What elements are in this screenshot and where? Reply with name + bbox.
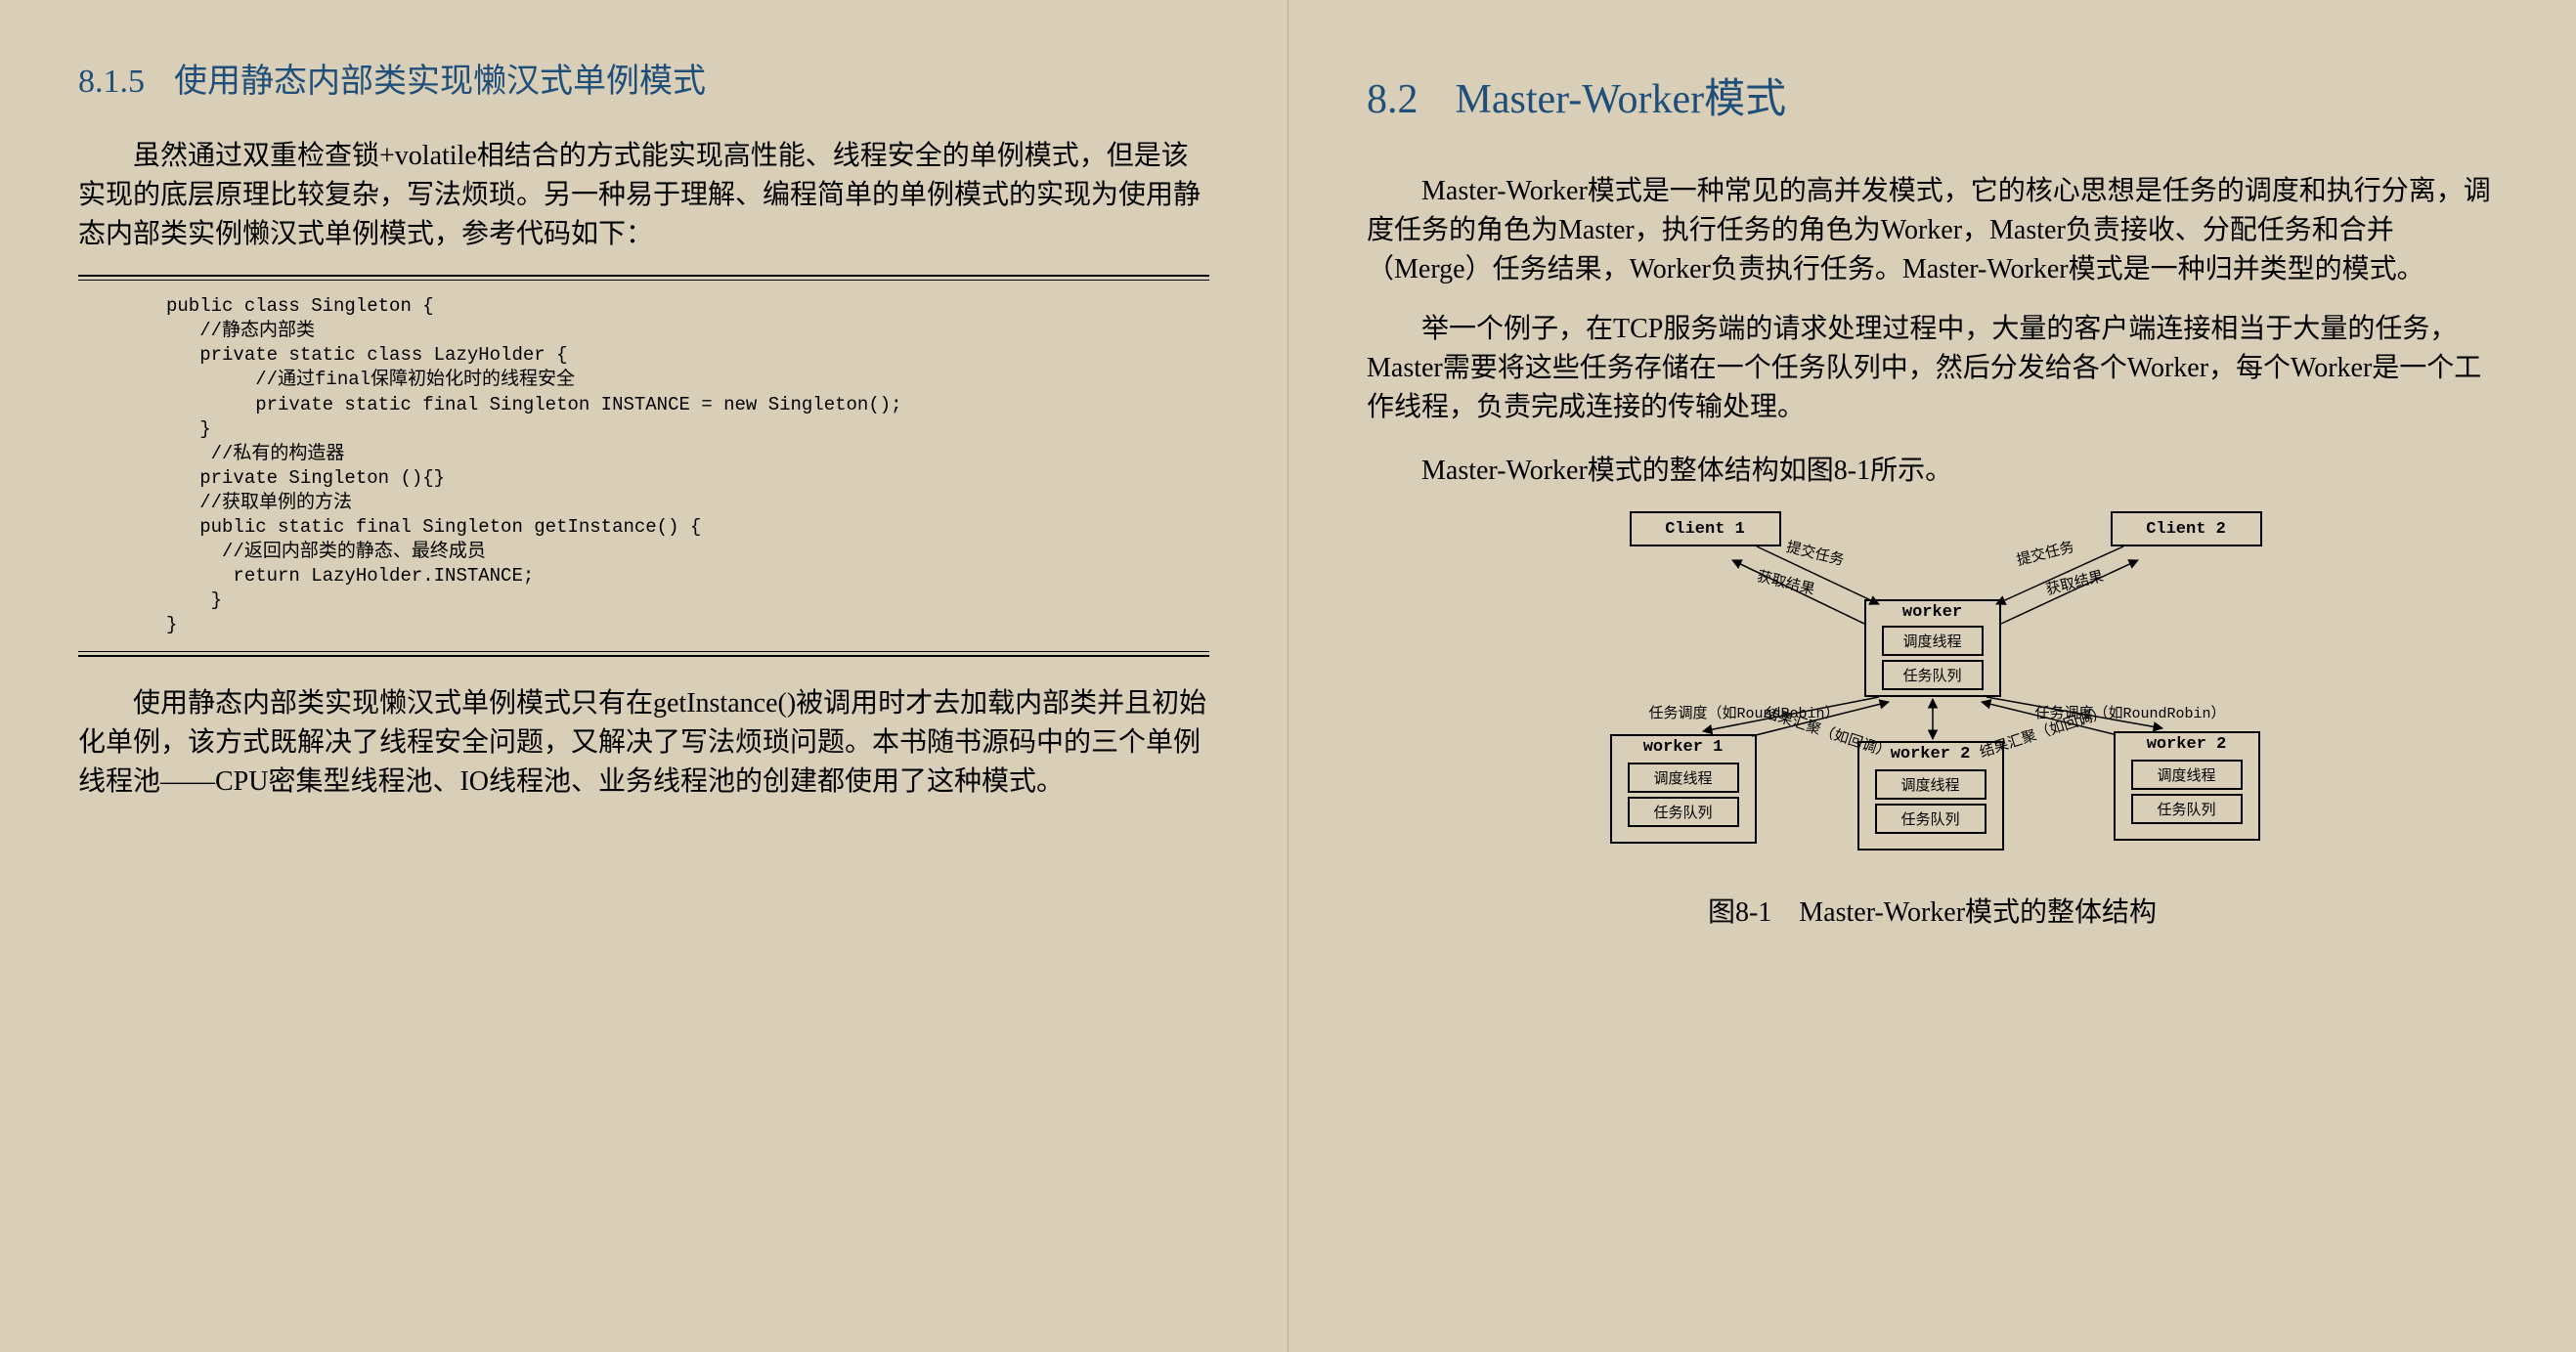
section-heading-815: 8.1.5 使用静态内部类实现懒汉式单例模式 — [78, 54, 1209, 102]
master-row-dispatch: 调度线程 — [1882, 626, 1984, 656]
right-page: 8.2 Master-Worker模式 Master-Worker模式是一种常见的… — [1288, 0, 2576, 1352]
master-box: worker 调度线程 任务队列 — [1864, 599, 2001, 697]
worker-1-row1: 调度线程 — [1628, 763, 1739, 793]
figure-8-1: Client 1 Client 2 worker 调度线程 任务队列 worke… — [1595, 511, 2270, 863]
master-row-queue: 任务队列 — [1882, 660, 1984, 690]
paragraph-r1: Master-Worker模式是一种常见的高并发模式，它的核心思想是任务的调度和… — [1367, 172, 2498, 288]
worker-3-row1: 调度线程 — [2131, 760, 2243, 790]
section-heading-82: 8.2 Master-Worker模式 — [1367, 65, 2498, 125]
figure-caption: 图8-1 Master-Worker模式的整体结构 — [1367, 891, 2498, 930]
client-1-box: Client 1 — [1630, 511, 1781, 546]
client-2-label: Client 2 — [2146, 520, 2226, 539]
worker-3-box: worker 2 调度线程 任务队列 — [2114, 731, 2260, 841]
paragraph-r3: Master-Worker模式的整体结构如图8-1所示。 — [1367, 449, 2498, 488]
worker-3-title: worker 2 — [2121, 735, 2252, 754]
code-content: public class Singleton { //静态内部类 private… — [78, 284, 1209, 647]
heading-text: 使用静态内部类实现懒汉式单例模式 — [174, 64, 706, 100]
heading-number: 8.1.5 — [78, 64, 145, 100]
worker-1-row2: 任务队列 — [1628, 797, 1739, 827]
client-2-box: Client 2 — [2111, 511, 2262, 546]
paragraph-1: 虽然通过双重检查锁+volatile相结合的方式能实现高性能、线程安全的单例模式… — [78, 137, 1209, 253]
worker-2-row1: 调度线程 — [1875, 769, 1987, 800]
client-1-label: Client 1 — [1665, 520, 1745, 539]
master-title: worker — [1872, 603, 1993, 622]
worker-2-row2: 任务队列 — [1875, 804, 1987, 834]
heading-text: Master-Worker模式 — [1456, 77, 1787, 122]
worker-3-row2: 任务队列 — [2131, 794, 2243, 824]
paragraph-r2: 举一个例子，在TCP服务端的请求处理过程中，大量的客户端连接相当于大量的任务，M… — [1367, 310, 2498, 426]
worker-1-title: worker 1 — [1618, 738, 1749, 757]
heading-number: 8.2 — [1367, 77, 1419, 122]
left-page: 8.1.5 使用静态内部类实现懒汉式单例模式 虽然通过双重检查锁+volatile… — [0, 0, 1288, 1352]
worker-1-box: worker 1 调度线程 任务队列 — [1610, 734, 1757, 844]
paragraph-2: 使用静态内部类实现懒汉式单例模式只有在getInstance()被调用时才去加载… — [78, 684, 1209, 801]
code-block: public class Singleton { //静态内部类 private… — [78, 275, 1209, 657]
